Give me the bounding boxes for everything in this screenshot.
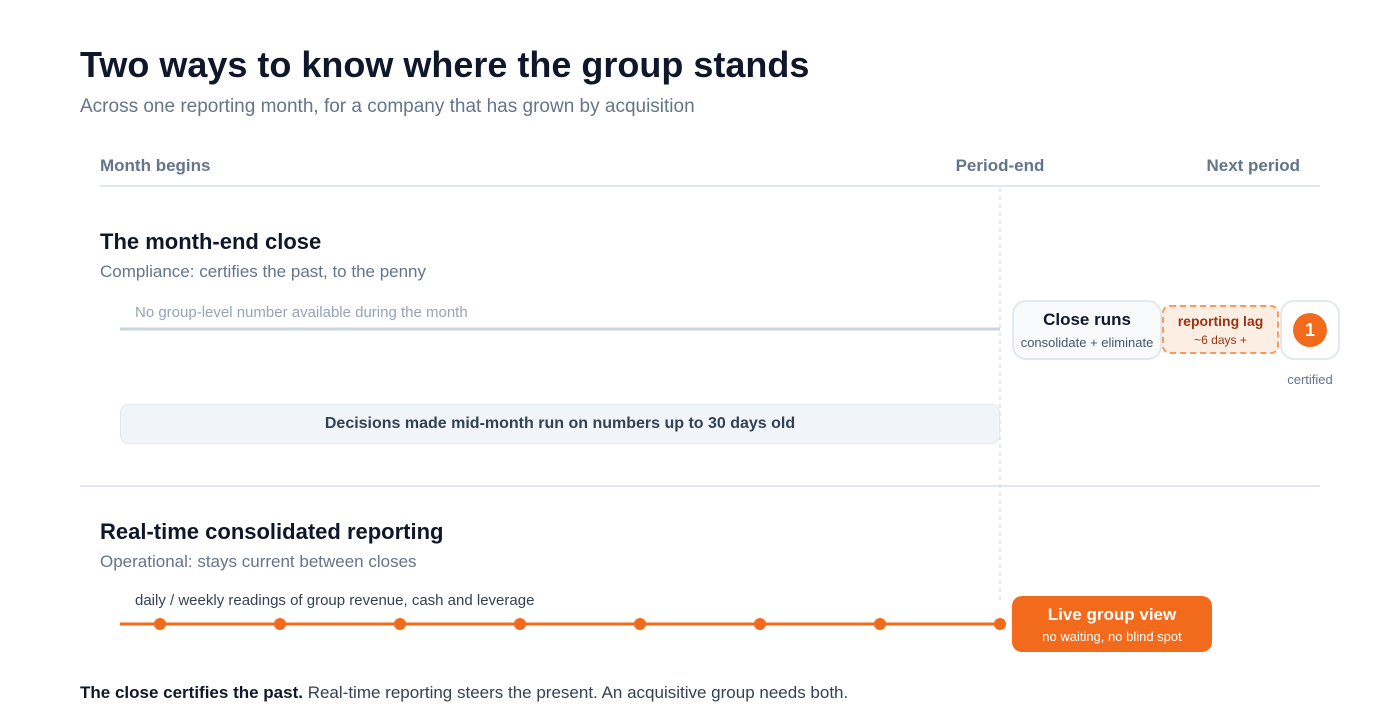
- badge: 1: [1293, 313, 1327, 347]
- track-label: No group-level number available during t…: [135, 304, 468, 321]
- reading-dot: [274, 618, 286, 630]
- badge-frame: 1: [1280, 300, 1340, 360]
- title: Two ways to know where the group stands: [80, 44, 810, 85]
- row-title: Real-time consolidated reporting: [100, 519, 444, 544]
- close-box-title: Close runs: [1043, 310, 1131, 329]
- footer-lead: The close certifies the past.: [80, 683, 303, 702]
- footer-rest: Real-time reporting steers the present. …: [307, 683, 849, 702]
- row-subtitle: Compliance: certifies the past, to the p…: [100, 262, 427, 281]
- footer: The close certifies the past. Real-time …: [80, 683, 848, 703]
- timeline-label: Month begins: [100, 156, 211, 175]
- row-subtitle: Operational: stays current between close…: [100, 552, 417, 571]
- close-box-detail: consolidate + eliminate: [1020, 335, 1154, 350]
- badge-caption: certified: [1287, 372, 1333, 387]
- live-box: Live group view no waiting, no blind spo…: [1012, 596, 1212, 652]
- reading-dot: [874, 618, 886, 630]
- lag-detail: ~6 days +: [1194, 332, 1247, 347]
- reading-dot: [994, 618, 1006, 630]
- timeline-label: Period-end: [955, 156, 1045, 175]
- row-title: The month-end close: [100, 229, 322, 254]
- reading-dot: [394, 618, 406, 630]
- reading-dot: [754, 618, 766, 630]
- close-box: Close runs consolidate + eliminate: [1012, 300, 1162, 360]
- callout-text: Decisions made mid-month run on numbers …: [324, 415, 796, 432]
- lag-title: reporting lag: [1177, 312, 1264, 329]
- reading-dot: [514, 618, 526, 630]
- subtitle: Across one reporting month, for a compan…: [80, 96, 695, 117]
- reading-dot: [154, 618, 166, 630]
- live-box-detail: no waiting, no blind spot: [1042, 628, 1182, 644]
- track-label: daily / weekly readings of group revenue…: [135, 592, 535, 609]
- reading-dot: [634, 618, 646, 630]
- live-box-title: Live group view: [1047, 604, 1177, 624]
- lag-box: reporting lag ~6 days +: [1162, 305, 1279, 354]
- callout: Decisions made mid-month run on numbers …: [120, 404, 1000, 444]
- reading-dots: [154, 618, 1006, 630]
- timeline-label: Next period: [1206, 156, 1300, 175]
